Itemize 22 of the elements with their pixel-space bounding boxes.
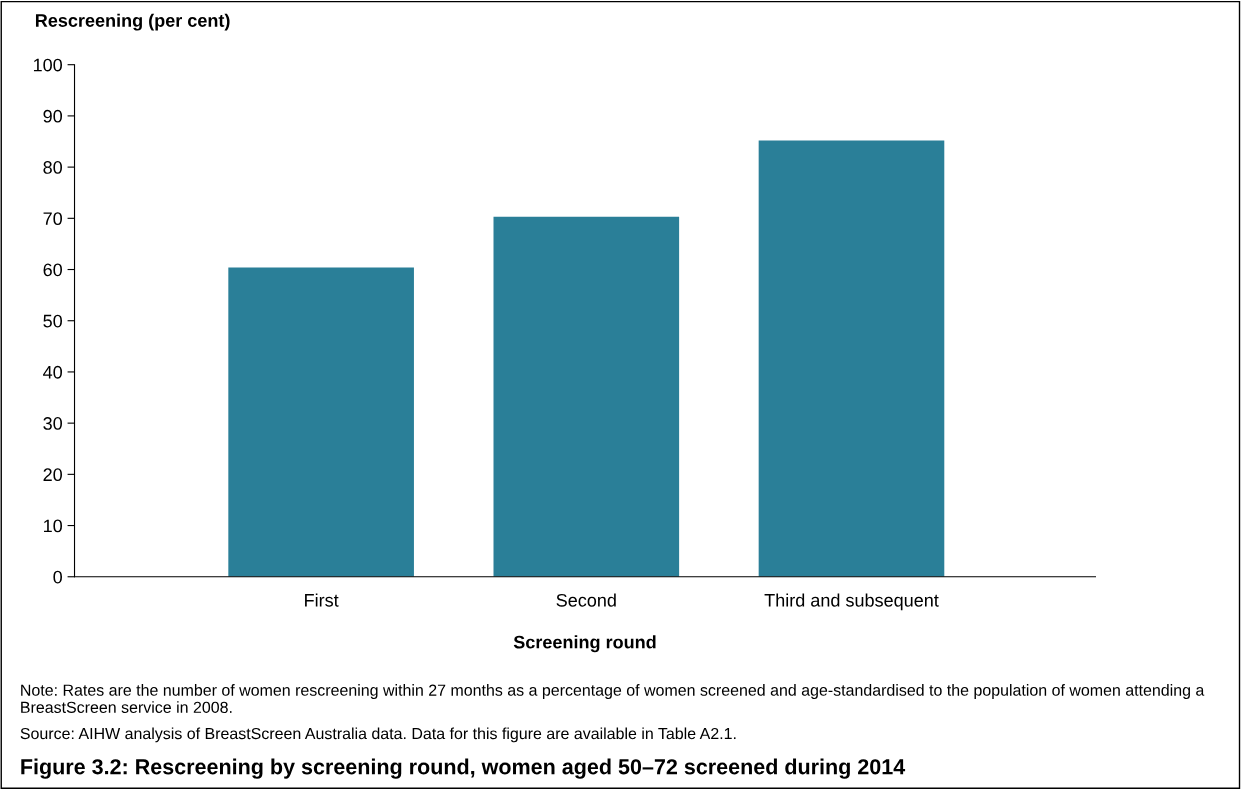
bar xyxy=(493,216,680,577)
text: Note: Rates are the number of women rescreening within 27 months as a percentage of women screened and age-standardised to the population of women attending a BreastScreen service in 2008. xyxy=(21,684,1205,713)
bar xyxy=(758,140,945,577)
y-tick-label: 70 xyxy=(43,212,63,226)
y-tick-label: 0 xyxy=(53,570,63,584)
source-note: Source: AIHW analysis of BreastScreen Australia data. Data for this figure are available in Table A2.1. xyxy=(20,727,736,743)
y-tick-label: 40 xyxy=(43,365,63,379)
x-axis-title: Screening round xyxy=(513,635,656,653)
y-axis-title: Rescreening (per cent) xyxy=(35,13,230,31)
x-tick-label: First xyxy=(305,593,339,607)
y-tick-label: 30 xyxy=(43,417,63,430)
text: Figure 3.2: Rescreening by screening round, women aged 50–72 screened during 2014 xyxy=(21,758,906,779)
y-tick-label: 90 xyxy=(43,109,63,123)
y-tick-label: 100 xyxy=(33,58,63,72)
y-tick-label: 20 xyxy=(43,468,63,482)
x-tick-label: Third and subsequent xyxy=(764,593,939,611)
y-tick-label: 60 xyxy=(43,263,63,277)
bar xyxy=(228,267,414,577)
x-tick-label: Second xyxy=(556,593,616,607)
y-tick-label: 80 xyxy=(43,161,63,174)
y-tick-label: 50 xyxy=(43,314,63,328)
y-tick-label: 10 xyxy=(44,519,63,533)
